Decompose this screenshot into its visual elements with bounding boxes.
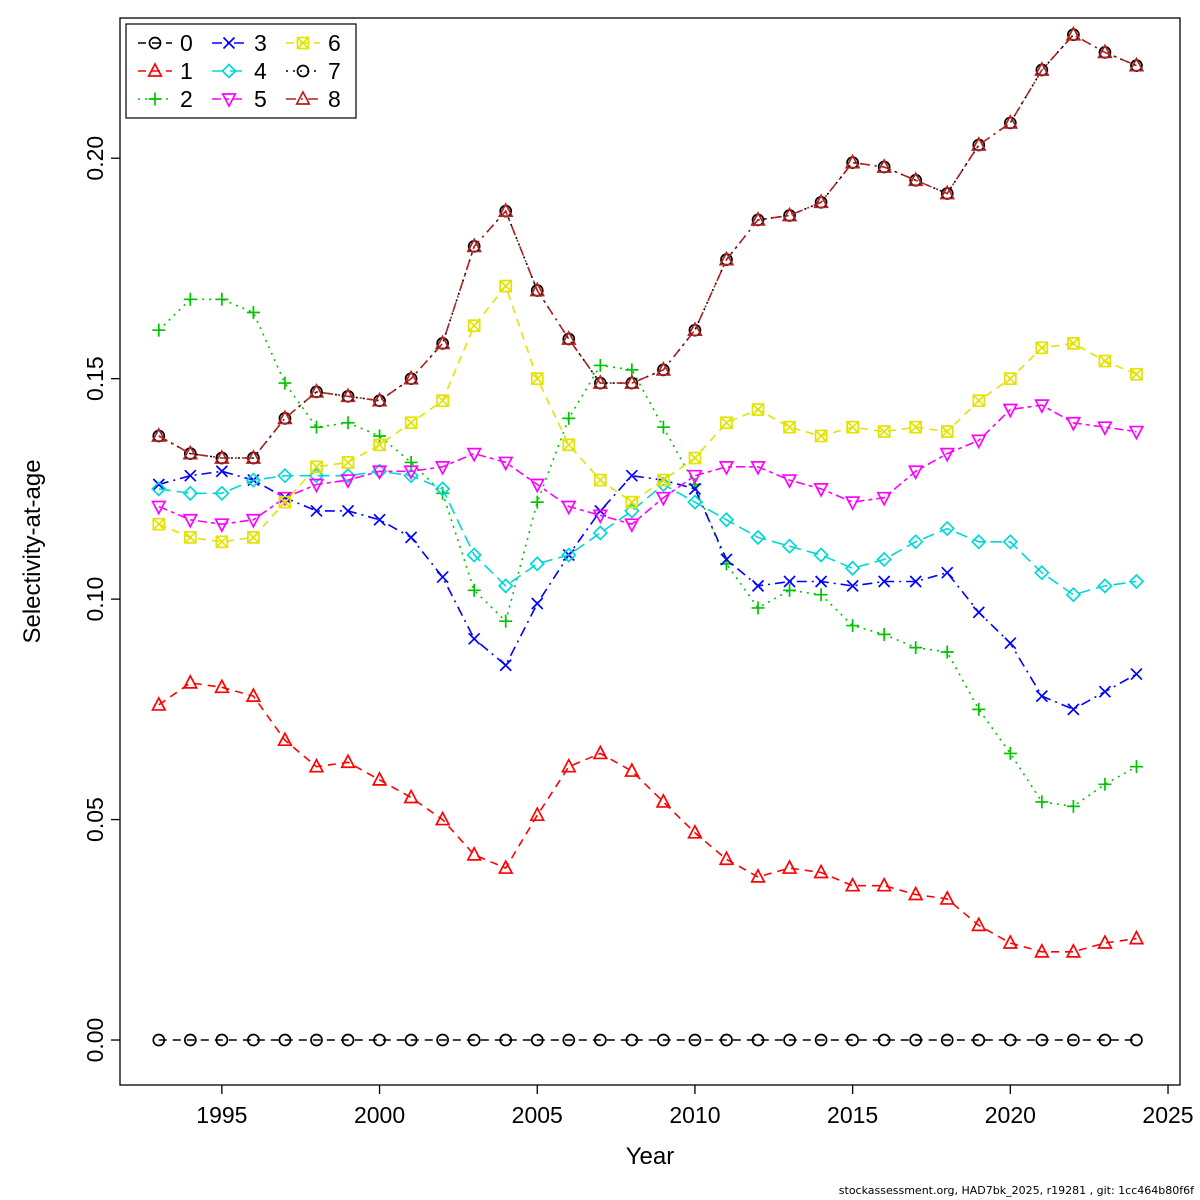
series-age-2 — [152, 292, 1143, 813]
x-tick-label: 2010 — [669, 1102, 720, 1128]
x-tick-label: 2005 — [512, 1102, 563, 1128]
series-age-6 — [152, 279, 1143, 549]
legend-entry-age-6: 6 — [286, 30, 341, 56]
y-tick-label: 0.05 — [82, 797, 108, 842]
y-axis-title: Selectivity-at-age — [19, 459, 46, 643]
legend-label: 8 — [328, 86, 341, 112]
legend-entry-age-2: 2 — [138, 86, 193, 112]
x-axis-title: Year — [626, 1143, 675, 1170]
legend-entry-age-1: 1 — [138, 58, 193, 84]
y-tick-label: 0.00 — [82, 1018, 108, 1063]
legend-label: 2 — [180, 86, 193, 112]
legend-entry-age-7: 7 — [286, 58, 341, 84]
legend-label: 0 — [180, 30, 193, 56]
footer-credit: stockassessment.org, HAD7bk_2025, r19281… — [838, 1184, 1194, 1197]
series-age-4 — [151, 463, 1145, 603]
legend-label: 6 — [328, 30, 341, 56]
y-tick-label: 0.20 — [82, 136, 108, 181]
legend-label: 7 — [328, 58, 341, 84]
legend-label: 5 — [254, 86, 267, 112]
series-age-8 — [151, 25, 1145, 464]
x-tick-label: 2025 — [1142, 1102, 1193, 1128]
x-tick-label: 1995 — [196, 1102, 247, 1128]
legend-entry-age-5: 5 — [212, 86, 267, 112]
legend-label: 3 — [254, 30, 267, 56]
x-tick-label: 2000 — [354, 1102, 405, 1128]
legend-label: 1 — [180, 58, 193, 84]
plot-frame — [119, 17, 1181, 1086]
legend-entry-age-0: 0 — [138, 30, 193, 56]
legend-box — [125, 23, 357, 119]
x-tick-label: 2015 — [827, 1102, 878, 1128]
series-age-1 — [151, 674, 1145, 958]
x-tick-label: 2020 — [985, 1102, 1036, 1128]
series-age-5 — [151, 399, 1145, 533]
series-age-0 — [152, 1033, 1143, 1047]
legend-entry-age-4: 4 — [212, 58, 267, 84]
legend-entry-age-3: 3 — [212, 30, 267, 56]
y-tick-label: 0.15 — [82, 356, 108, 401]
legend-label: 4 — [254, 58, 267, 84]
legend-entry-age-8: 8 — [286, 86, 341, 112]
y-tick-label: 0.10 — [82, 577, 108, 622]
